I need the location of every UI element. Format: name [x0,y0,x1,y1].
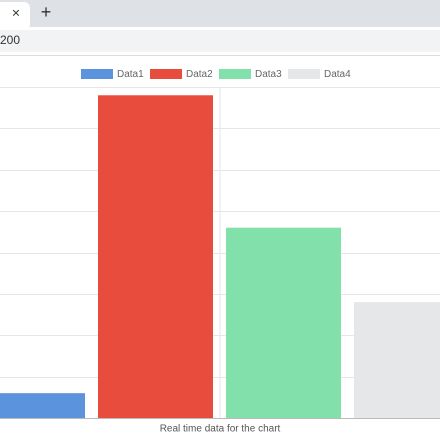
new-tab[interactable]: + [41,2,52,22]
x-axis-title: Real time data for the chart [160,424,281,435]
legend-label: Data4 [324,69,351,80]
legend-swatch [288,69,320,79]
tab-strip [0,0,440,27]
active-tab[interactable] [0,2,30,30]
tab-close[interactable]: × [12,5,20,21]
address-text[interactable]: 200 [0,33,20,47]
bar [98,95,213,419]
legend-swatch [219,69,251,79]
bar [0,393,85,418]
legend-label: Data2 [186,69,213,80]
legend-label: Data1 [117,69,144,80]
legend-label: Data3 [255,69,282,80]
bar [354,302,440,418]
legend-swatch [150,69,182,79]
bar [226,227,341,418]
address-bar[interactable] [0,30,440,52]
legend-swatch [81,69,113,79]
